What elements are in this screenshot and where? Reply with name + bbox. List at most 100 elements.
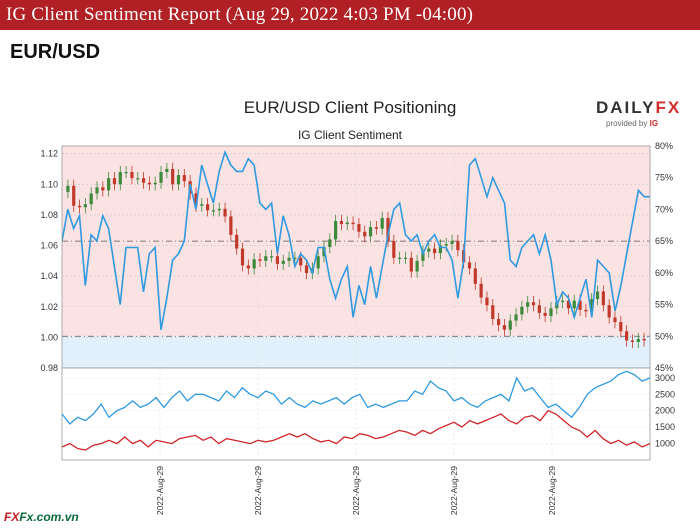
brand-ig: IG <box>649 119 659 128</box>
candle-body <box>368 227 373 237</box>
candle-body <box>72 185 76 206</box>
candle-body <box>601 291 605 306</box>
candle-body <box>613 317 617 323</box>
traders-y-tick-label: 1500 <box>655 422 675 432</box>
candle-body <box>112 178 117 185</box>
candle-body <box>625 331 629 341</box>
footer: FXFx.com.vn <box>0 506 700 530</box>
candle-body <box>130 172 134 179</box>
candle-body <box>531 302 536 306</box>
candle-body <box>339 221 344 225</box>
y-left-tick-label: 1.02 <box>40 302 58 312</box>
traders-panel: 3000 2500 2000 1500 1000 2022-Aug-29 2022-Aug-… <box>61 367 675 515</box>
candle-body <box>537 305 541 313</box>
price-panel: 1.12 1.10 1.08 1.06 1.04 1.02 1.00 0.98 80% 75% 70… <box>40 141 673 373</box>
candle-body <box>514 314 518 321</box>
candle-body <box>165 168 169 173</box>
traders-y-tick-label: 2000 <box>655 406 675 416</box>
candle-body <box>101 187 105 191</box>
candle-body <box>246 265 250 269</box>
brand-name-part2: FX <box>655 98 682 117</box>
candle-body <box>252 259 256 269</box>
y-right-tick-label: 45% <box>655 363 673 373</box>
candle-body <box>450 240 454 244</box>
candle-body <box>136 178 140 180</box>
candle-body <box>118 172 122 185</box>
candle-body <box>584 309 588 312</box>
net-long-percent-line <box>62 150 650 331</box>
candle-body <box>182 175 186 182</box>
dailyfx-logo: DAILYFX provided by IG <box>596 98 679 128</box>
candle-body <box>619 322 623 332</box>
report-header-bar: IG Client Sentiment Report (Aug 29, 2022… <box>0 0 700 30</box>
candle-body <box>444 243 448 246</box>
candle-body <box>334 221 338 240</box>
candle-body <box>229 216 233 235</box>
candle-body <box>159 172 163 183</box>
y-left-tick-label: 1.06 <box>40 241 58 251</box>
candle-body <box>217 208 221 211</box>
candle-body <box>392 240 396 258</box>
candle-body <box>421 251 425 261</box>
x-tick-label: 2022-Aug-29 <box>253 466 263 515</box>
traders-y-tick-label: 3000 <box>655 373 675 383</box>
x-tick-label: 2022-Aug-29 <box>351 466 361 515</box>
candle-body <box>636 338 640 342</box>
currency-pair-heading: EUR/USD <box>10 41 101 63</box>
candle-body <box>432 248 437 254</box>
candle-body <box>590 299 594 312</box>
candle-body <box>293 257 297 259</box>
chart-subtitle: IG Client Sentiment <box>297 128 403 142</box>
candle-body <box>147 182 151 185</box>
candle-body <box>270 256 274 258</box>
candle-body <box>543 312 547 316</box>
candle-body <box>491 305 495 320</box>
candle-body <box>281 260 285 264</box>
candle-body <box>526 302 530 307</box>
candle-body <box>77 205 82 208</box>
candle-body <box>374 227 378 229</box>
x-tick-label: 2022-Aug-29 <box>449 466 459 515</box>
chart-title: EUR/USD Client Positioning <box>243 98 457 117</box>
y-right-tick-label: 75% <box>655 173 673 183</box>
y-left-tick-label: 1.08 <box>40 210 58 220</box>
candle-body <box>427 248 431 252</box>
candle-body <box>473 268 477 284</box>
y-left-tick-label: 0.98 <box>40 363 58 373</box>
candle-body <box>386 217 390 241</box>
candle-body <box>398 257 402 259</box>
y-left-tick-label: 1.12 <box>40 149 58 159</box>
y-right-tick-label: 70% <box>655 204 673 214</box>
candle-body <box>124 172 128 174</box>
y-right-tick-label: 65% <box>655 236 673 246</box>
candle-body <box>66 185 70 192</box>
candle-body <box>502 325 507 330</box>
report-title: IG Client Sentiment Report (Aug 29, 2022… <box>6 4 474 25</box>
y-left-tick-label: 1.00 <box>40 332 58 342</box>
candle-body <box>607 305 611 318</box>
candle-body <box>275 256 280 264</box>
candle-body <box>141 178 146 183</box>
candle-body <box>467 262 472 269</box>
candle-body <box>83 204 87 208</box>
candle-body <box>89 193 93 205</box>
candle-body <box>485 297 489 306</box>
candle-body <box>299 257 303 266</box>
candle-body <box>235 234 239 249</box>
candle-body <box>549 308 553 316</box>
price-plot-area <box>62 146 650 368</box>
y-right-tick-label: 80% <box>655 141 673 151</box>
candle-body <box>345 222 349 225</box>
candle-body <box>595 291 600 300</box>
candle-body <box>357 224 361 232</box>
candle-body <box>287 257 291 261</box>
candle-body <box>171 168 175 185</box>
candle-body <box>630 340 635 342</box>
candle-body <box>409 257 413 272</box>
candle-body <box>415 260 419 272</box>
candle-body <box>578 300 582 310</box>
brand-name-part1: DAILY <box>596 98 656 117</box>
x-tick-label: 2022-Aug-29 <box>547 466 557 515</box>
candle-body <box>153 182 157 185</box>
